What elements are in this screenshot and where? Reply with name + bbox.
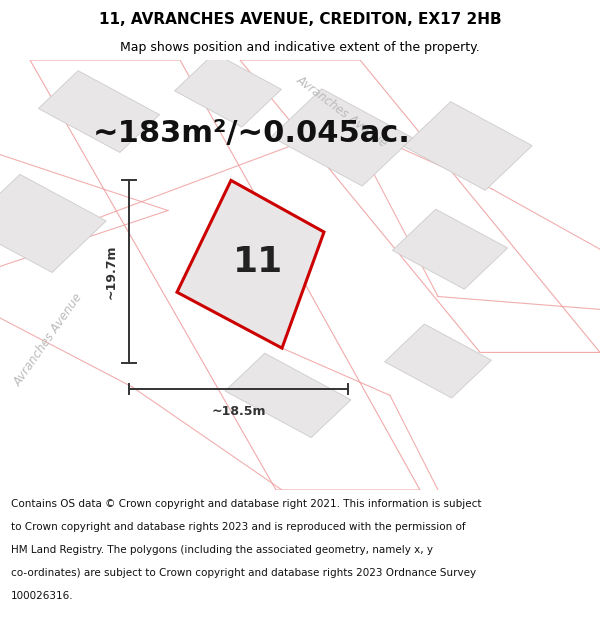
Text: 100026316.: 100026316. — [11, 591, 73, 601]
Polygon shape — [30, 60, 420, 490]
Text: co-ordinates) are subject to Crown copyright and database rights 2023 Ordnance S: co-ordinates) are subject to Crown copyr… — [11, 568, 476, 578]
Polygon shape — [177, 181, 324, 348]
Polygon shape — [271, 89, 413, 186]
Text: Avranches Avenue: Avranches Avenue — [294, 73, 390, 150]
Text: HM Land Registry. The polygons (including the associated geometry, namely x, y: HM Land Registry. The polygons (includin… — [11, 546, 433, 556]
Polygon shape — [0, 174, 106, 272]
Polygon shape — [175, 53, 281, 127]
Polygon shape — [392, 209, 508, 289]
Polygon shape — [240, 60, 600, 352]
Text: Avranches Avenue: Avranches Avenue — [11, 291, 85, 388]
Text: ~19.7m: ~19.7m — [104, 244, 118, 299]
Text: 11: 11 — [233, 245, 283, 279]
Polygon shape — [404, 102, 532, 191]
Text: Map shows position and indicative extent of the property.: Map shows position and indicative extent… — [120, 41, 480, 54]
Polygon shape — [225, 353, 351, 437]
Text: Contains OS data © Crown copyright and database right 2021. This information is : Contains OS data © Crown copyright and d… — [11, 499, 481, 509]
Text: ~183m²/~0.045ac.: ~183m²/~0.045ac. — [93, 119, 411, 148]
Text: to Crown copyright and database rights 2023 and is reproduced with the permissio: to Crown copyright and database rights 2… — [11, 522, 466, 532]
Text: ~18.5m: ~18.5m — [211, 405, 266, 418]
Polygon shape — [385, 324, 491, 398]
Polygon shape — [38, 71, 160, 152]
Text: 11, AVRANCHES AVENUE, CREDITON, EX17 2HB: 11, AVRANCHES AVENUE, CREDITON, EX17 2HB — [98, 12, 502, 27]
